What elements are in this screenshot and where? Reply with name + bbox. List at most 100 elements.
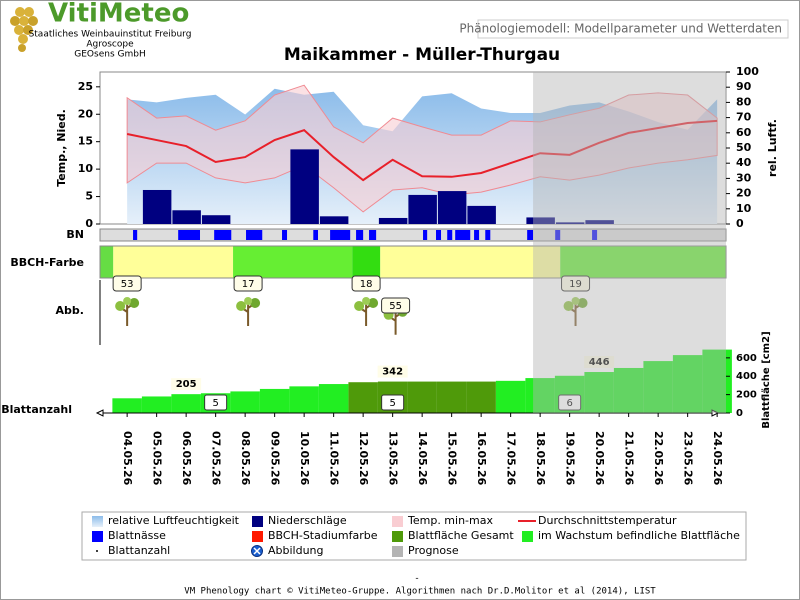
x-tick-label: 14.05.26 <box>416 431 429 486</box>
leaf-wetness <box>313 230 319 240</box>
plant-leaf <box>123 297 132 305</box>
x-tick-label: 12.05.26 <box>357 431 370 486</box>
leaf-area-bar <box>643 361 673 413</box>
y-tick-label: 25 <box>78 80 93 93</box>
leaf-wetness <box>178 230 201 240</box>
precip-bar <box>319 216 349 224</box>
leaf-area-tick-label: 0 <box>736 408 743 419</box>
y2-tick-label: 90 <box>736 80 752 93</box>
precip-bar <box>378 217 408 224</box>
leaf-wetness <box>474 230 480 240</box>
stage-label: 55 <box>389 301 402 312</box>
leaf-area-bar <box>466 381 496 413</box>
legend-swatch <box>96 550 98 552</box>
leaf-wetness <box>246 230 263 240</box>
legend-label: Niederschläge <box>268 514 347 527</box>
leaf-area-bar <box>230 391 260 413</box>
leaf-area-bar <box>436 381 467 413</box>
leaf-count-box <box>381 394 405 411</box>
y2-tick-label: 30 <box>736 171 752 184</box>
y-axis-label: Temp., Nied. <box>55 109 68 187</box>
stage-box <box>561 275 591 292</box>
y2-tick-label: 80 <box>736 95 752 108</box>
plant-leaf <box>571 297 580 305</box>
legend-swatch <box>92 531 103 542</box>
y-tick-label: 15 <box>78 135 93 148</box>
stage-box <box>233 275 263 292</box>
legend-label: Durchschnittstemperatur <box>538 514 677 527</box>
leaf-wetness <box>369 230 377 240</box>
leaf-wetness <box>214 230 232 240</box>
leaf-count-box <box>204 394 228 411</box>
x-tick-label: 18.05.26 <box>534 431 547 486</box>
x-tick-label: 24.05.26 <box>711 431 724 486</box>
y2-tick-label: 50 <box>736 141 752 154</box>
logo-line: Staatliches Weinbauinstitut Freiburg <box>29 30 192 40</box>
plant-leaf <box>354 301 365 311</box>
leaf-area-bar <box>141 396 172 413</box>
leaf-area-bar <box>348 382 378 413</box>
leaf-area-bar <box>525 378 555 413</box>
x-tick-label: 10.05.26 <box>298 431 311 486</box>
leaf-wetness <box>423 230 428 240</box>
x-tick-label: 07.05.26 <box>210 431 223 486</box>
value-label-box <box>171 378 202 391</box>
legend-swatch <box>392 516 403 527</box>
precip-bar <box>408 194 437 224</box>
legend-label: BBCH-Stadiumfarbe <box>268 529 378 542</box>
precip-bar <box>467 205 496 224</box>
plant-icon <box>354 297 379 326</box>
y2-tick-label: 60 <box>736 126 752 139</box>
leaf-wetness <box>356 230 364 240</box>
leaf-area-bar <box>259 388 290 413</box>
y2-axis-label: rel. Luftf. <box>766 119 779 177</box>
plant-leaf <box>577 298 588 308</box>
y2-tick-label: 40 <box>736 156 752 169</box>
bbch-segment <box>352 246 381 278</box>
x-tick-label: 05.05.26 <box>151 431 164 486</box>
legend-label: Blattfläche Gesamt <box>408 529 514 542</box>
leaf-wetness <box>555 230 561 240</box>
legend-label: Prognose <box>408 544 459 557</box>
bbch-row <box>99 245 727 279</box>
legend-swatch <box>92 516 103 527</box>
leaf-wetness <box>282 230 288 240</box>
plant-leaf <box>129 298 140 308</box>
leaf-area-bar <box>613 367 644 413</box>
leaf-wetness <box>592 230 598 240</box>
bbch-segment <box>113 246 234 278</box>
legend-label: Abbildung <box>268 544 324 557</box>
legend-swatch <box>253 547 261 555</box>
x-tick-label: 09.05.26 <box>269 431 282 486</box>
page-title-box <box>477 19 789 39</box>
precip-bar <box>172 210 201 224</box>
x-tick-label: 13.05.26 <box>387 431 400 486</box>
leaf-count-label: 5 <box>389 398 395 409</box>
precip-bar <box>201 215 231 224</box>
stage-label: 17 <box>242 279 255 290</box>
plant-leaf <box>244 297 253 305</box>
bbch-segment <box>560 246 726 278</box>
leaf-count-box <box>558 394 582 411</box>
brand: VitiMeteo <box>48 0 189 29</box>
leaf-area-axis-label: Blattfläche [cm2] <box>761 331 772 428</box>
precip-bar <box>437 191 467 224</box>
leaf-wetness <box>447 230 453 240</box>
legend-label: Blattnässe <box>108 529 166 542</box>
forecast-overlay <box>533 72 726 413</box>
x-tick-label: 15.05.26 <box>446 431 459 486</box>
precip-bar <box>555 222 585 224</box>
y-tick-label: 0 <box>85 217 93 230</box>
stage-box <box>112 275 142 292</box>
plant-leaf <box>250 298 261 308</box>
x-tick-label: 16.05.26 <box>475 431 488 486</box>
leaf-wetness <box>133 230 138 240</box>
plant-icon <box>115 297 140 326</box>
x-tick-label: 20.05.26 <box>593 431 606 486</box>
leaf-area-tick-label: 600 <box>736 353 757 364</box>
legend-swatch <box>522 531 533 542</box>
value-label: 446 <box>589 357 610 368</box>
x-tick-label: 23.05.26 <box>682 431 695 486</box>
stage-label: 53 <box>121 279 134 290</box>
leaf-area-bar <box>289 386 319 413</box>
